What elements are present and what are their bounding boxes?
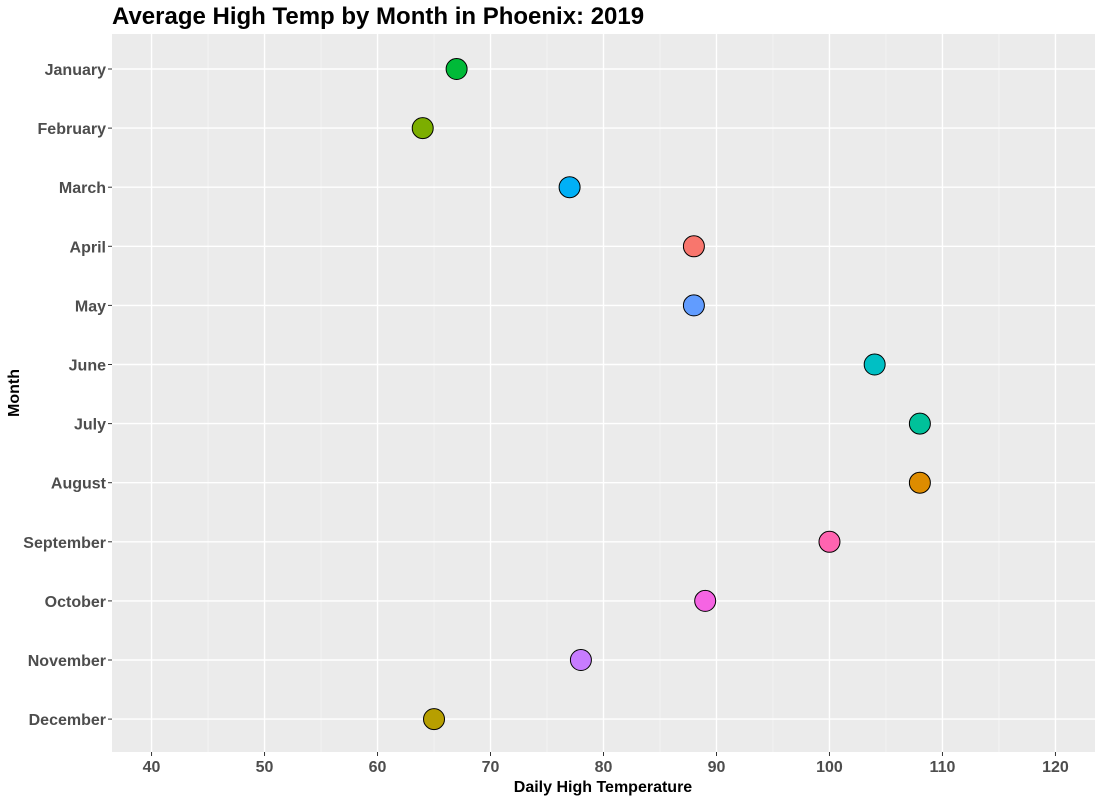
x-tick-label: 60 xyxy=(369,759,387,776)
y-tick-label: January xyxy=(45,62,106,79)
data-point xyxy=(818,530,841,553)
x-tick-label: 70 xyxy=(482,759,500,776)
x-axis-title: Daily High Temperature xyxy=(514,779,693,796)
chart-title: Average High Temp by Month in Phoenix: 2… xyxy=(112,3,644,30)
data-point xyxy=(908,471,931,494)
y-tick-label: February xyxy=(38,121,107,138)
data-point xyxy=(558,176,581,199)
y-tick-label: June xyxy=(69,358,106,375)
x-tick-label: 50 xyxy=(256,759,274,776)
grid-minor xyxy=(207,34,1000,752)
grid-major xyxy=(112,34,1095,752)
data-point xyxy=(411,117,434,140)
data-points xyxy=(411,58,931,731)
y-tick-label: December xyxy=(29,712,106,729)
x-axis: 40 50 60 70 80 90 100 110 120 xyxy=(143,752,1069,776)
data-point xyxy=(682,235,705,258)
x-tick-label: 40 xyxy=(143,759,161,776)
x-tick-label: 80 xyxy=(595,759,613,776)
y-axis-title: Month xyxy=(6,369,23,417)
y-tick-label: September xyxy=(23,535,106,552)
y-tick-label: November xyxy=(28,653,106,670)
y-tick-label: March xyxy=(59,180,106,197)
data-point xyxy=(908,412,931,435)
data-point xyxy=(863,353,886,376)
x-tick-label: 100 xyxy=(816,759,843,776)
y-axis: January February March April May June July Augu… xyxy=(23,62,112,729)
y-tick-label: August xyxy=(51,476,107,493)
y-tick-label: October xyxy=(45,594,106,611)
data-point xyxy=(682,294,705,317)
y-tick-label: April xyxy=(70,239,106,256)
data-point xyxy=(445,58,468,80)
data-point xyxy=(694,589,717,612)
x-tick-label: 120 xyxy=(1042,759,1069,776)
x-tick-label: 90 xyxy=(708,759,726,776)
y-tick-label: May xyxy=(75,298,106,315)
data-point xyxy=(569,649,592,671)
data-point xyxy=(423,708,446,731)
y-tick-label: July xyxy=(74,417,106,434)
x-tick-label: 110 xyxy=(930,759,956,776)
